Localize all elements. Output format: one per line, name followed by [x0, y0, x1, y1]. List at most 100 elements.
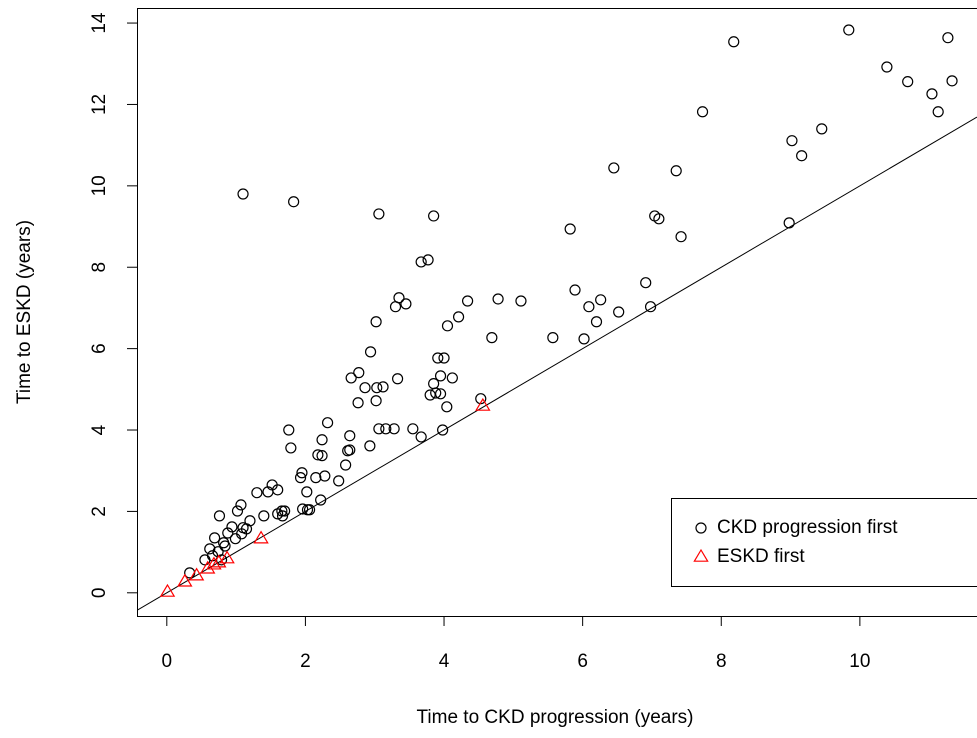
point-circle: [294, 472, 307, 484]
point-circle: [653, 213, 665, 225]
point-circle: [728, 36, 740, 48]
point-circle: [319, 470, 331, 482]
point-circle: [696, 106, 709, 118]
point-triangle: [211, 554, 227, 568]
point-circle: [926, 88, 938, 100]
point-circle: [415, 431, 427, 443]
point-circle: [380, 423, 392, 435]
x-tick-label: 2: [300, 651, 311, 672]
point-circle: [370, 395, 382, 407]
point-circle: [434, 370, 447, 382]
point-circle: [583, 301, 595, 313]
x-tick-label: 6: [577, 651, 588, 672]
x-tick-label: 0: [162, 651, 173, 672]
point-circle: [446, 372, 458, 384]
point-circle: [441, 401, 453, 413]
point-circle: [391, 373, 404, 385]
point-circle: [229, 533, 242, 545]
point-circle: [303, 504, 316, 516]
point-triangle: [177, 573, 193, 587]
point-circle: [640, 277, 652, 289]
point-circle: [364, 440, 376, 452]
point-triangle: [199, 560, 216, 574]
point-circle: [272, 508, 284, 520]
point-circle: [213, 510, 226, 522]
point-circle: [321, 417, 334, 429]
point-circle: [276, 510, 289, 522]
point-circle: [415, 256, 427, 268]
x-tick-label: 10: [849, 651, 870, 672]
point-circle: [370, 316, 382, 328]
point-circle: [288, 196, 300, 208]
point-circle: [364, 346, 377, 358]
point-triangle: [188, 567, 205, 581]
plot-frame: [137, 8, 977, 617]
point-circle: [258, 510, 270, 522]
point-circle: [486, 332, 498, 344]
point-circle: [422, 254, 434, 266]
point-circle: [515, 295, 527, 307]
point-triangle: [159, 583, 176, 597]
y-tick-label: 10: [89, 175, 110, 196]
point-circle: [670, 165, 682, 177]
point-circle: [279, 505, 291, 517]
point-circle: [340, 459, 352, 471]
point-circle: [373, 423, 385, 435]
point-triangle: [219, 550, 235, 564]
point-circle: [675, 231, 687, 243]
point-circle: [452, 311, 465, 323]
point-circle: [428, 210, 440, 222]
point-circle: [437, 424, 449, 436]
point-circle: [881, 61, 893, 73]
point-circle: [492, 293, 504, 305]
point-circle: [373, 208, 385, 220]
point-circle: [816, 123, 828, 135]
point-triangle: [253, 530, 269, 544]
point-circle: [783, 217, 795, 229]
point-circle: [430, 387, 442, 399]
point-circle: [608, 162, 620, 174]
y-tick-label: 0: [89, 588, 110, 599]
point-circle: [371, 382, 383, 394]
y-tick-label: 12: [89, 94, 110, 115]
point-circle: [222, 527, 234, 539]
x-tick-label: 8: [716, 651, 727, 672]
x-tick-label: 4: [439, 651, 450, 672]
legend-symbol: [693, 548, 709, 562]
point-circle: [902, 76, 914, 88]
point-circle: [595, 294, 607, 306]
point-circle: [796, 150, 808, 162]
point-circle: [434, 388, 447, 400]
point-circle: [251, 487, 263, 499]
point-circle: [644, 301, 657, 313]
point-circle: [377, 381, 389, 393]
point-circle: [432, 352, 444, 364]
legend-symbol: [695, 522, 707, 534]
point-circle: [344, 430, 356, 442]
point-circle: [226, 521, 238, 533]
point-circle: [316, 434, 328, 446]
point-circle: [843, 24, 855, 36]
point-circle: [310, 472, 322, 484]
point-triangle: [206, 556, 222, 570]
point-circle: [283, 424, 295, 436]
y-axis-title: Time to ESKD (years): [14, 220, 35, 404]
point-circle: [296, 467, 308, 479]
legend-label: ESKD first: [717, 546, 805, 567]
point-circle: [301, 486, 313, 498]
point-circle: [231, 505, 244, 517]
reference-line: [137, 116, 977, 611]
y-tick-label: 14: [89, 12, 110, 34]
point-circle: [578, 333, 590, 345]
y-tick-label: 4: [89, 424, 110, 435]
point-triangle: [475, 397, 491, 411]
point-circle: [388, 423, 400, 435]
legend-label: CKD progression first: [717, 517, 898, 538]
point-circle: [199, 554, 211, 566]
point-circle: [359, 382, 371, 394]
point-circle: [407, 423, 419, 435]
point-circle: [237, 188, 249, 200]
point-circle: [424, 389, 436, 401]
point-circle: [209, 532, 221, 544]
